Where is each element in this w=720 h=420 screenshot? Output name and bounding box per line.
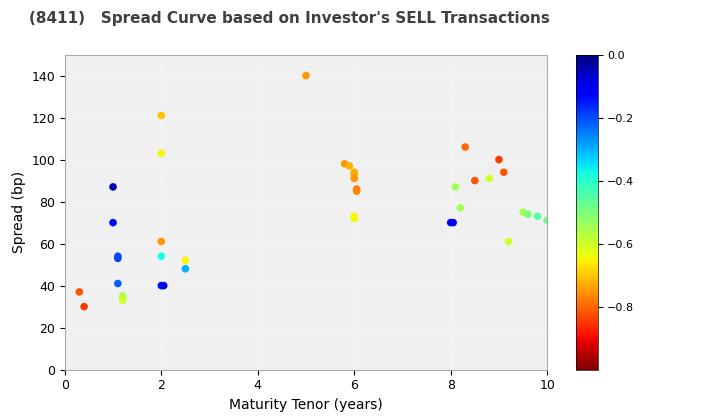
Point bbox=[343, 163, 355, 169]
Point bbox=[107, 219, 119, 226]
X-axis label: Maturity Tenor (years): Maturity Tenor (years) bbox=[229, 398, 383, 412]
Point bbox=[498, 169, 510, 176]
Point bbox=[117, 295, 128, 302]
Point bbox=[112, 255, 124, 262]
Point bbox=[156, 112, 167, 119]
Point bbox=[348, 169, 360, 176]
Point bbox=[156, 150, 167, 157]
Text: (8411)   Spread Curve based on Investor's SELL Transactions: (8411) Spread Curve based on Investor's … bbox=[29, 10, 549, 26]
Point bbox=[156, 238, 167, 245]
Point bbox=[156, 253, 167, 260]
Point bbox=[351, 186, 362, 192]
Point bbox=[112, 253, 124, 260]
Point bbox=[73, 289, 85, 295]
Point bbox=[78, 303, 90, 310]
Point bbox=[300, 72, 312, 79]
Point bbox=[158, 282, 169, 289]
Y-axis label: Spread (bp): Spread (bp) bbox=[12, 171, 26, 253]
Point bbox=[484, 175, 495, 182]
Point bbox=[469, 177, 481, 184]
Point bbox=[348, 215, 360, 222]
Point bbox=[503, 238, 514, 245]
Point bbox=[112, 280, 124, 287]
Point bbox=[107, 184, 119, 190]
Point bbox=[517, 209, 528, 215]
Point bbox=[117, 293, 128, 299]
Point bbox=[339, 160, 351, 167]
Point bbox=[156, 282, 167, 289]
Point bbox=[180, 257, 192, 264]
Point bbox=[348, 171, 360, 178]
Point bbox=[541, 217, 553, 224]
Point bbox=[445, 219, 456, 226]
Point bbox=[348, 175, 360, 182]
Point bbox=[117, 297, 128, 304]
Point bbox=[493, 156, 505, 163]
Point bbox=[450, 184, 462, 190]
Point bbox=[522, 211, 534, 218]
Point bbox=[351, 188, 362, 194]
Point bbox=[459, 144, 471, 150]
Point bbox=[180, 265, 192, 272]
Point bbox=[348, 213, 360, 220]
Point bbox=[454, 205, 466, 211]
Point bbox=[447, 219, 459, 226]
Point bbox=[532, 213, 544, 220]
